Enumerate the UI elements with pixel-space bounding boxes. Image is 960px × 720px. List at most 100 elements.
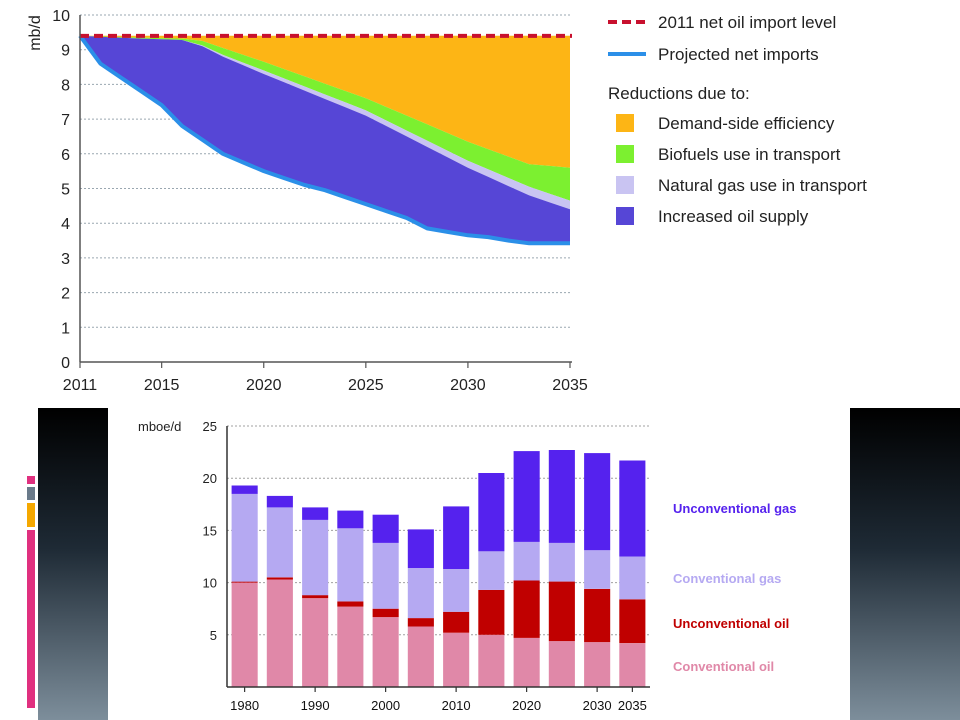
legend-label: Natural gas use in transport	[658, 176, 867, 195]
y-tick-label: 6	[61, 147, 70, 164]
bar-conventional-oil-2010	[443, 632, 470, 687]
bar-conventional-gas-2020	[513, 541, 540, 581]
y-tick-label: 8	[61, 77, 70, 94]
bar-conventional-gas-2035	[619, 556, 646, 600]
bar-conventional-oil-2005	[407, 626, 434, 687]
legend-swatch	[616, 145, 634, 163]
bar-unconventional-oil-1990	[302, 595, 329, 599]
y-axis-label: mb/d	[27, 15, 44, 51]
x-tick-label: 2035	[552, 377, 588, 394]
net-oil-imports-area-chart: 0 1 2 3 4 5 6 7 8 9 10 mb/d 2011 2015 2020 2025 2030 2035…	[27, 8, 867, 394]
legend-label: 2011 net oil import level	[658, 13, 836, 32]
decorative-bar-orange	[27, 503, 35, 527]
y-tick-label: 0	[61, 355, 70, 372]
bar-conventional-oil-2025	[548, 641, 575, 687]
legend-swatch	[616, 176, 634, 194]
x-tick-label: 2025	[348, 377, 384, 394]
left-decorative-panel	[38, 408, 108, 720]
legend-swatch	[616, 114, 634, 132]
legend-heading: Reductions due to:	[608, 84, 750, 103]
bar-unconventional-gas-2030	[584, 453, 611, 551]
y-tick-label: 1	[61, 320, 70, 337]
bar-unconventional-gas-2020	[513, 451, 540, 542]
legend-label: Projected net imports	[658, 45, 819, 64]
decorative-bar-pink	[27, 476, 35, 484]
area-demand-side-efficiency	[80, 35, 570, 168]
bar-unconventional-gas-1990	[302, 507, 329, 520]
bar-conventional-oil-1995	[337, 606, 364, 687]
bar-unconventional-gas-2005	[407, 529, 434, 568]
x-tick-label: 2030	[450, 377, 486, 394]
y-tick-label: 10	[203, 576, 217, 591]
bar-unconventional-gas-1995	[337, 510, 364, 529]
bar-conventional-oil-1990	[302, 598, 329, 687]
bar-unconventional-gas-2015	[478, 473, 505, 552]
bar-unconventional-gas-2025	[548, 450, 575, 543]
decorative-bar-gray	[27, 487, 35, 500]
bar-conventional-gas-1985	[266, 507, 293, 578]
y-tick-label: 25	[203, 419, 217, 434]
x-tick-label: 1980	[230, 698, 259, 713]
y-tick-label: 15	[203, 523, 217, 538]
bar-conventional-gas-1990	[302, 520, 329, 596]
y-tick-label: 10	[52, 8, 70, 25]
bar-conventional-gas-2005	[407, 568, 434, 619]
bar-unconventional-gas-1980	[231, 485, 258, 494]
legend-label: Increased oil supply	[658, 207, 809, 226]
bar-conventional-oil-2035	[619, 643, 646, 687]
bar-unconventional-oil-2030	[584, 588, 611, 643]
bar-conventional-gas-2010	[443, 569, 470, 612]
area-increased-oil-supply	[80, 35, 570, 244]
x-tick-label: 2030	[583, 698, 612, 713]
legend-label-unconventional-gas: Unconventional gas	[673, 501, 797, 516]
x-tick-label: 2035	[618, 698, 647, 713]
bar-conventional-gas-2030	[584, 550, 611, 589]
bar-conventional-gas-1995	[337, 528, 364, 602]
legend-label: Biofuels use in transport	[658, 145, 841, 164]
bar-unconventional-gas-1985	[266, 495, 293, 508]
y-tick-label: 3	[61, 251, 70, 268]
bar-conventional-oil-2015	[478, 634, 505, 687]
bar-unconventional-oil-2015	[478, 589, 505, 635]
legend-label-unconventional-oil: Unconventional oil	[673, 616, 789, 631]
bar-unconventional-gas-2010	[443, 506, 470, 569]
y-tick-label: 20	[203, 471, 217, 486]
legend-label-conventional-oil: Conventional oil	[673, 659, 774, 674]
line-projected-net-imports	[78, 34, 570, 246]
legend-swatch	[616, 207, 634, 225]
y-tick-label: 7	[61, 112, 70, 129]
y-tick-label: 5	[210, 628, 217, 643]
x-tick-label: 2011	[63, 377, 98, 394]
bar-unconventional-oil-1980	[231, 581, 258, 583]
bar-conventional-oil-1980	[231, 582, 258, 687]
x-tick-label: 2015	[144, 377, 180, 394]
y-tick-label: 5	[61, 182, 70, 199]
bar-unconventional-oil-2020	[513, 580, 540, 638]
bar-conventional-gas-2000	[372, 542, 399, 609]
bar-conventional-oil-1985	[266, 579, 293, 687]
decorative-bar-magenta	[27, 530, 35, 708]
bar-unconventional-gas-2035	[619, 460, 646, 557]
legend-label: Demand-side efficiency	[658, 114, 835, 133]
x-tick-label: 2000	[371, 698, 400, 713]
bar-unconventional-oil-1995	[337, 601, 364, 607]
y-tick-label: 9	[61, 43, 70, 60]
y-tick-label: 2	[61, 286, 70, 303]
x-tick-label: 2010	[442, 698, 471, 713]
right-decorative-panel	[850, 408, 960, 720]
bar-unconventional-oil-2005	[407, 618, 434, 627]
bar-unconventional-oil-2000	[372, 608, 399, 618]
x-tick-label: 2020	[512, 698, 541, 713]
bar-unconventional-oil-2025	[548, 581, 575, 642]
bar-unconventional-oil-2035	[619, 599, 646, 644]
y-tick-label: 4	[61, 216, 70, 233]
bar-conventional-gas-2015	[478, 551, 505, 590]
bar-conventional-oil-2000	[372, 617, 399, 687]
x-tick-label: 1990	[301, 698, 330, 713]
bar-conventional-oil-2030	[584, 642, 611, 687]
y-axis-label: mboe/d	[138, 419, 181, 434]
bar-conventional-gas-1980	[231, 493, 258, 582]
bar-unconventional-oil-2010	[443, 611, 470, 633]
bar-unconventional-gas-2000	[372, 514, 399, 543]
